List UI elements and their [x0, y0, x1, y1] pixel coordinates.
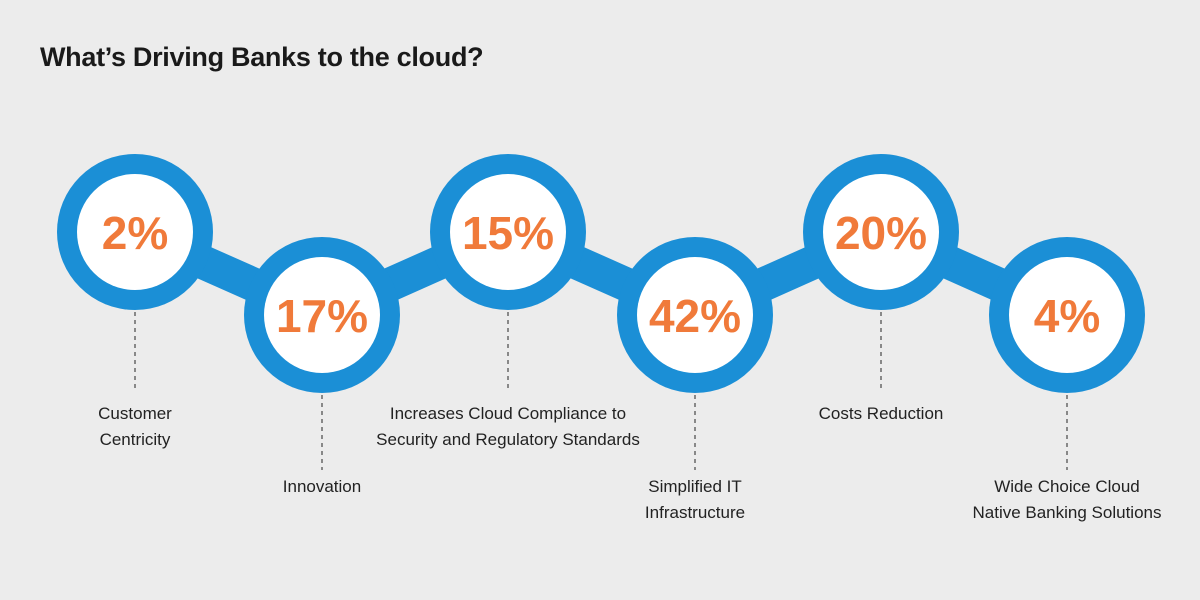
value-label: 2% [102, 207, 168, 259]
value-label: 20% [835, 207, 927, 259]
ring-inner [823, 174, 939, 290]
ring-inner [637, 257, 753, 373]
category-label: Simplified IT Infrastructure [644, 477, 746, 522]
ring-inner [264, 257, 380, 373]
category-label: Wide Choice Cloud Native Banking Solutio… [972, 477, 1162, 522]
category-label: Innovation [282, 477, 362, 496]
category-label: Costs Reduction [818, 404, 944, 423]
ring-inner [77, 174, 193, 290]
value-label: 42% [649, 290, 741, 342]
value-label: 4% [1034, 290, 1100, 342]
category-label: Customer Centricity [98, 404, 172, 449]
ring-inner [1009, 257, 1125, 373]
chart-title: What’s Driving Banks to the cloud? [40, 42, 484, 72]
ring-inner [450, 174, 566, 290]
value-label: 15% [462, 207, 554, 259]
value-label: 17% [276, 290, 368, 342]
category-label: Increases Cloud Compliance to Security a… [376, 404, 640, 449]
